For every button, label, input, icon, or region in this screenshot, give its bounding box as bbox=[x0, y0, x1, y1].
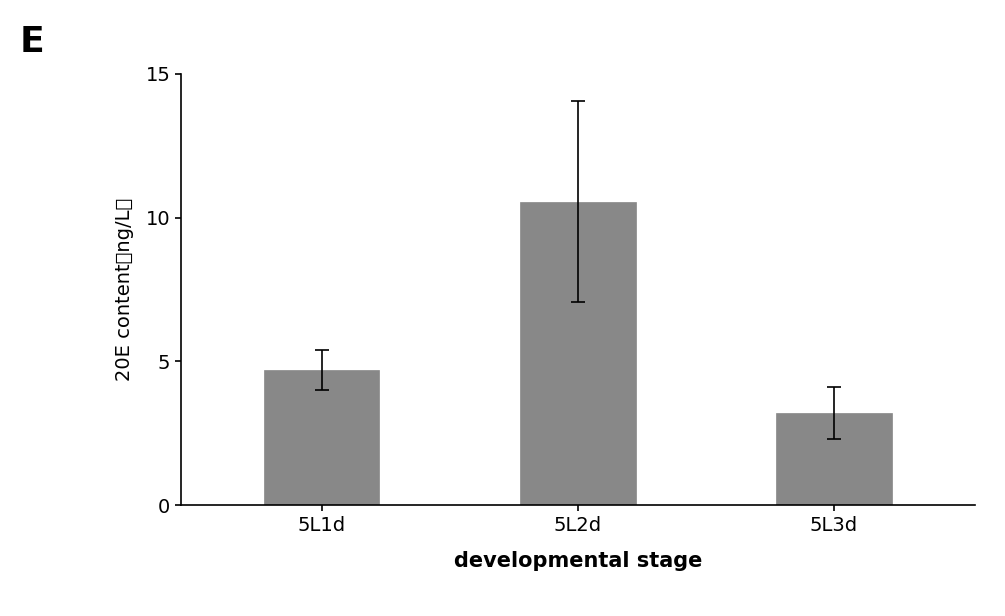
Bar bbox=[521, 202, 635, 505]
X-axis label: developmental stage: developmental stage bbox=[453, 551, 702, 571]
Y-axis label: 20E content（ng/L）: 20E content（ng/L） bbox=[116, 198, 135, 381]
Bar bbox=[777, 413, 891, 505]
Text: E: E bbox=[20, 25, 45, 59]
Bar bbox=[264, 370, 380, 505]
